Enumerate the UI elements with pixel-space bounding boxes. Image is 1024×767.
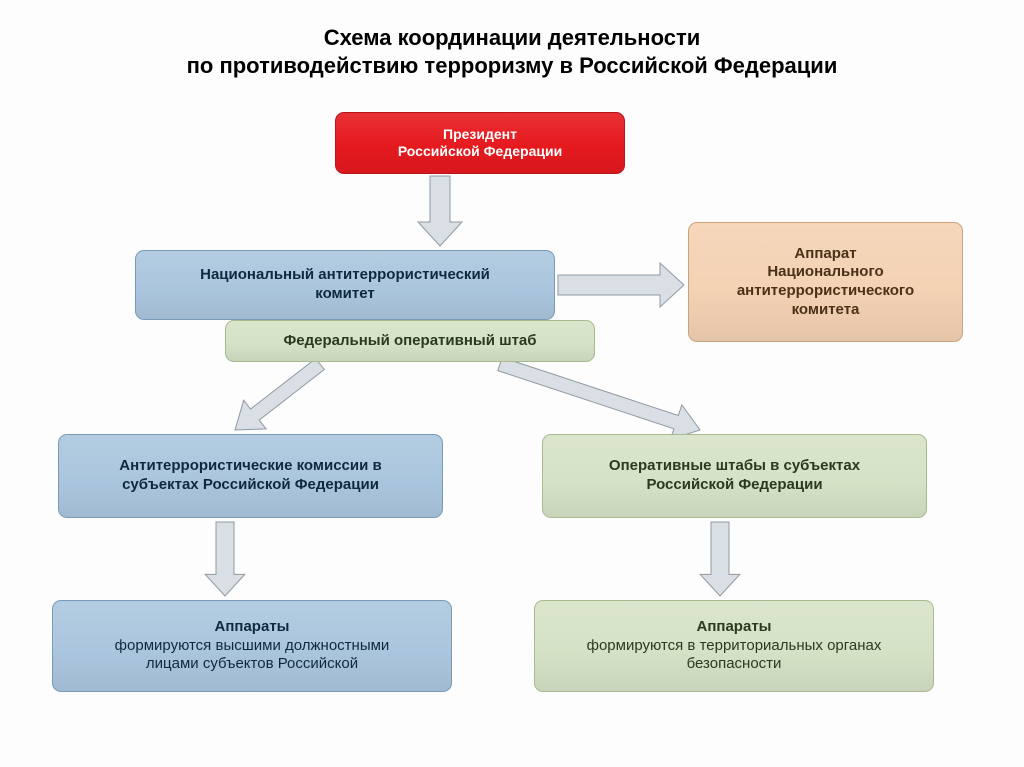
apparat_osh-line0: формируются в территориальных органах [545,637,923,656]
atk_regions-line1: субъектах Российской Федерации [69,476,432,495]
nak-line1: комитет [146,285,544,304]
osh_regions-line1: Российской Федерации [553,476,916,495]
diagram-title: Схема координации деятельности по против… [0,24,1024,79]
arrow-fos-to-atk [235,359,324,431]
apparat_osh-line1: безопасности [545,655,923,674]
apparat_atk-title: Аппараты [63,618,441,637]
fos-line0: Федеральный оперативный штаб [236,332,584,351]
arrow-president-to-nak [418,176,462,246]
nak-line0: Национальный антитеррористический [146,266,544,285]
apparat_nak-line0: Аппарат [699,245,952,264]
box-apparat-osh: Аппаратыформируются в территориальных ор… [534,600,934,692]
title-line1: Схема координации деятельности [324,25,701,50]
apparat_atk-line0: формируются высшими должностными [63,637,441,656]
apparat_osh-title: Аппараты [545,618,923,637]
arrow-atk-to-app [205,522,245,596]
apparat_nak-line2: антитеррористического [699,282,952,301]
box-nak: Национальный антитеррористическийкомитет [135,250,555,320]
atk_regions-line0: Антитеррористические комиссии в [69,457,432,476]
president-line1: Российской Федерации [346,143,614,161]
arrow-nak-to-apparat [558,263,684,307]
arrow-osh-to-app [700,522,740,596]
box-apparat-atk: Аппаратыформируются высшими должностными… [52,600,452,692]
box-osh-regions: Оперативные штабы в субъектахРоссийской … [542,434,927,518]
apparat_nak-line1: Национального [699,263,952,282]
box-apparat-nak: АппаратНациональногоантитеррористическог… [688,222,963,342]
box-president: ПрезидентРоссийской Федерации [335,112,625,174]
title-line2: по противодействию терроризму в Российск… [187,53,838,78]
arrow-fos-to-osh [498,357,700,439]
president-line0: Президент [346,126,614,144]
osh_regions-line0: Оперативные штабы в субъектах [553,457,916,476]
box-fos: Федеральный оперативный штаб [225,320,595,362]
apparat_nak-line3: комитета [699,301,952,320]
box-atk-regions: Антитеррористические комиссии всубъектах… [58,434,443,518]
apparat_atk-line1: лицами субъектов Российской [63,655,441,674]
